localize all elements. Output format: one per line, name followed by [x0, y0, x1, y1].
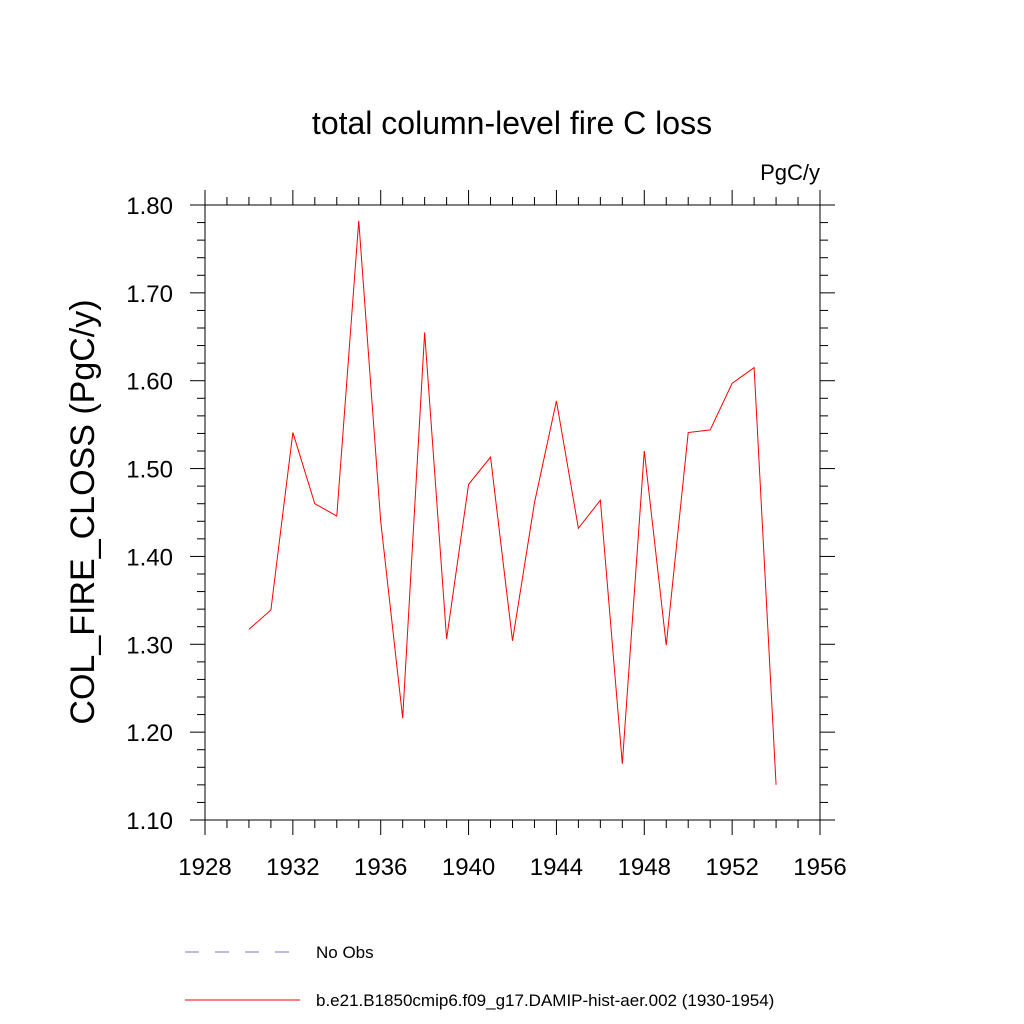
- plot-frame: [204, 204, 821, 821]
- y-tick-label: 1.20: [126, 720, 173, 747]
- axis-ticks: 1928 1932 1936 1940 1944 1948 1952 1956 1.10 1.20…: [126, 190, 847, 881]
- y-tick-label: 1.80: [126, 193, 173, 220]
- legend-label: No Obs: [316, 943, 374, 962]
- y-tick-label: 1.60: [126, 369, 173, 396]
- x-tick-label: 1932: [266, 854, 319, 881]
- units-label: PgC/y: [760, 160, 820, 185]
- series-group: [248, 220, 777, 785]
- x-tick-label: 1936: [354, 854, 407, 881]
- y-tick-label: 1.10: [126, 808, 173, 835]
- y-tick-label: 1.50: [126, 457, 173, 484]
- chart-title: total column-level fire C loss: [312, 105, 712, 141]
- legend-label: b.e21.B1850cmip6.f09_g17.DAMIP-hist-aer.…: [316, 991, 774, 1010]
- x-tick-label: 1952: [705, 854, 758, 881]
- x-tick-label: 1940: [442, 854, 495, 881]
- legend: No Obs b.e21.B1850cmip6.f09_g17.DAMIP-his…: [185, 943, 774, 1010]
- y-axis-label: COL_FIRE_CLOSS (PgC/y): [64, 299, 102, 724]
- x-tick-label: 1948: [618, 854, 671, 881]
- x-tick-label: 1928: [178, 854, 231, 881]
- series-line: [248, 220, 777, 785]
- x-tick-label: 1944: [530, 854, 583, 881]
- y-tick-label: 1.70: [126, 281, 173, 308]
- y-tick-label: 1.40: [126, 544, 173, 571]
- x-tick-label: 1956: [793, 854, 846, 881]
- y-tick-label: 1.30: [126, 632, 173, 659]
